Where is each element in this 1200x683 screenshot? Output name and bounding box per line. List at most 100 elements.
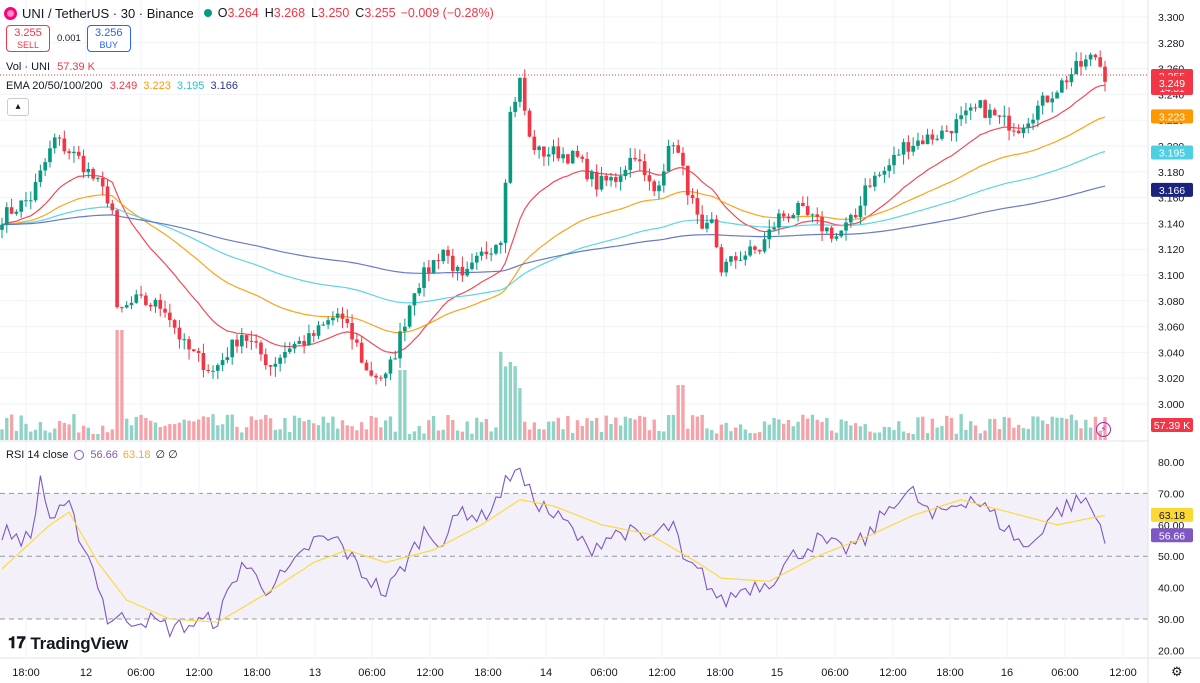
ema-legend[interactable]: EMA 20/50/100/200 3.249 3.223 3.195 3.16… bbox=[6, 80, 238, 92]
candle-body bbox=[105, 186, 110, 204]
candle-body bbox=[239, 335, 244, 347]
volume-bar bbox=[815, 419, 819, 440]
candle-body bbox=[1074, 60, 1079, 75]
volume-bar bbox=[288, 431, 292, 440]
volume-bar bbox=[978, 433, 982, 440]
candle-body bbox=[1093, 54, 1098, 58]
candle-body bbox=[695, 198, 700, 215]
time-tick-label: 12:00 bbox=[879, 667, 907, 679]
candle-body bbox=[129, 302, 134, 306]
volume-bar bbox=[897, 421, 901, 440]
volume-bar bbox=[547, 421, 551, 440]
rsi-ma-value: 63.18 bbox=[122, 448, 151, 461]
volume-bar bbox=[249, 416, 254, 440]
volume-bar bbox=[292, 415, 297, 440]
volume-legend[interactable]: Vol · UNI 57.39 K bbox=[6, 61, 95, 73]
sell-button[interactable]: 3.255 SELL bbox=[6, 25, 50, 52]
candle-body bbox=[407, 305, 412, 327]
buy-button[interactable]: 3.256 BUY bbox=[86, 25, 131, 52]
volume-bar bbox=[1002, 416, 1006, 440]
candle-body bbox=[230, 339, 235, 358]
ohlc-open-label: O bbox=[217, 6, 228, 20]
volume-bar bbox=[523, 421, 527, 440]
candle-body bbox=[810, 214, 815, 216]
volume-bar bbox=[465, 421, 469, 440]
volume-bar bbox=[810, 414, 815, 440]
candle-body bbox=[307, 333, 311, 346]
candle-body bbox=[920, 140, 925, 145]
volume-bar bbox=[479, 422, 484, 440]
volume-bar bbox=[1069, 414, 1074, 440]
volume-bar bbox=[398, 370, 402, 440]
candle-body bbox=[484, 251, 489, 255]
candle-body bbox=[642, 161, 647, 176]
volume-bar bbox=[105, 432, 110, 440]
candle-body bbox=[599, 175, 604, 190]
candle-body bbox=[849, 214, 853, 223]
candle-body bbox=[422, 267, 426, 288]
volume-label-tag bbox=[1151, 418, 1193, 432]
candle-body bbox=[72, 151, 76, 154]
candle-body bbox=[637, 159, 642, 162]
volume-bar bbox=[1088, 427, 1093, 440]
tradingview-logo[interactable]: 𝟏𝟕 TradingView bbox=[8, 634, 128, 654]
candle-body bbox=[1050, 98, 1055, 103]
candle-body bbox=[1036, 105, 1040, 120]
candle-body bbox=[134, 294, 139, 303]
price-tick-label: 3.000 bbox=[1158, 399, 1184, 411]
volume-bar bbox=[825, 417, 829, 440]
gear-icon[interactable]: ⚙ bbox=[1171, 664, 1183, 679]
tradingview-name: TradingView bbox=[30, 634, 129, 653]
volume-bar bbox=[921, 416, 925, 440]
candle-body bbox=[685, 165, 690, 196]
candle-body bbox=[815, 214, 820, 217]
volume-bar bbox=[436, 430, 441, 440]
rsi-legend[interactable]: RSI 14 close 56.66 63.18 ∅ ∅ bbox=[6, 448, 178, 462]
ohlc-close: 3.255 bbox=[364, 6, 396, 20]
rsi-tick-label: 30.00 bbox=[1158, 614, 1184, 626]
candle-body bbox=[148, 304, 153, 307]
volume-bar bbox=[877, 432, 882, 440]
candle-body bbox=[1098, 57, 1103, 67]
volume-bar bbox=[307, 419, 311, 440]
lightning-icon[interactable]: ⚡ bbox=[1096, 422, 1111, 437]
volume-bar bbox=[1007, 417, 1011, 440]
collapse-legend-button[interactable]: ▴ bbox=[7, 98, 29, 116]
volume-bar bbox=[1036, 416, 1040, 440]
ema20-line bbox=[1, 84, 1106, 354]
volume-bar bbox=[422, 433, 426, 440]
chevron-up-icon: ▴ bbox=[15, 101, 21, 112]
candle-body bbox=[335, 313, 340, 318]
volume-bar bbox=[484, 418, 489, 440]
candle-body bbox=[681, 152, 685, 166]
candle-body bbox=[729, 256, 733, 262]
volume-bar bbox=[748, 432, 752, 440]
volume-bar bbox=[220, 424, 225, 440]
candle-body bbox=[940, 130, 944, 139]
candle-body bbox=[590, 172, 594, 180]
volume-bar bbox=[700, 414, 704, 440]
volume-bar bbox=[623, 416, 628, 440]
volume-bar bbox=[1084, 419, 1088, 440]
volume-bar bbox=[494, 427, 498, 440]
candle-body bbox=[163, 308, 167, 313]
candle-body bbox=[441, 249, 446, 262]
volume-bar bbox=[43, 430, 47, 440]
volume-bar bbox=[551, 421, 556, 440]
candle-body bbox=[455, 266, 460, 271]
volume-bar bbox=[729, 431, 733, 440]
candle-body bbox=[374, 375, 378, 378]
volume-bar bbox=[192, 421, 196, 440]
volume-bar bbox=[820, 421, 824, 440]
volume-bar bbox=[1045, 424, 1050, 440]
volume-bar bbox=[1093, 416, 1098, 440]
time-tick-label: 12:00 bbox=[648, 667, 676, 679]
candle-body bbox=[1031, 119, 1035, 124]
volume-bar bbox=[1079, 428, 1083, 440]
price-label-tag bbox=[1151, 182, 1193, 197]
volume-bar bbox=[57, 421, 62, 440]
volume-bar bbox=[331, 416, 335, 440]
rsi-ma-line bbox=[1, 499, 1106, 623]
symbol-title[interactable]: UNI / TetherUS · 30 · Binance bbox=[22, 5, 194, 21]
